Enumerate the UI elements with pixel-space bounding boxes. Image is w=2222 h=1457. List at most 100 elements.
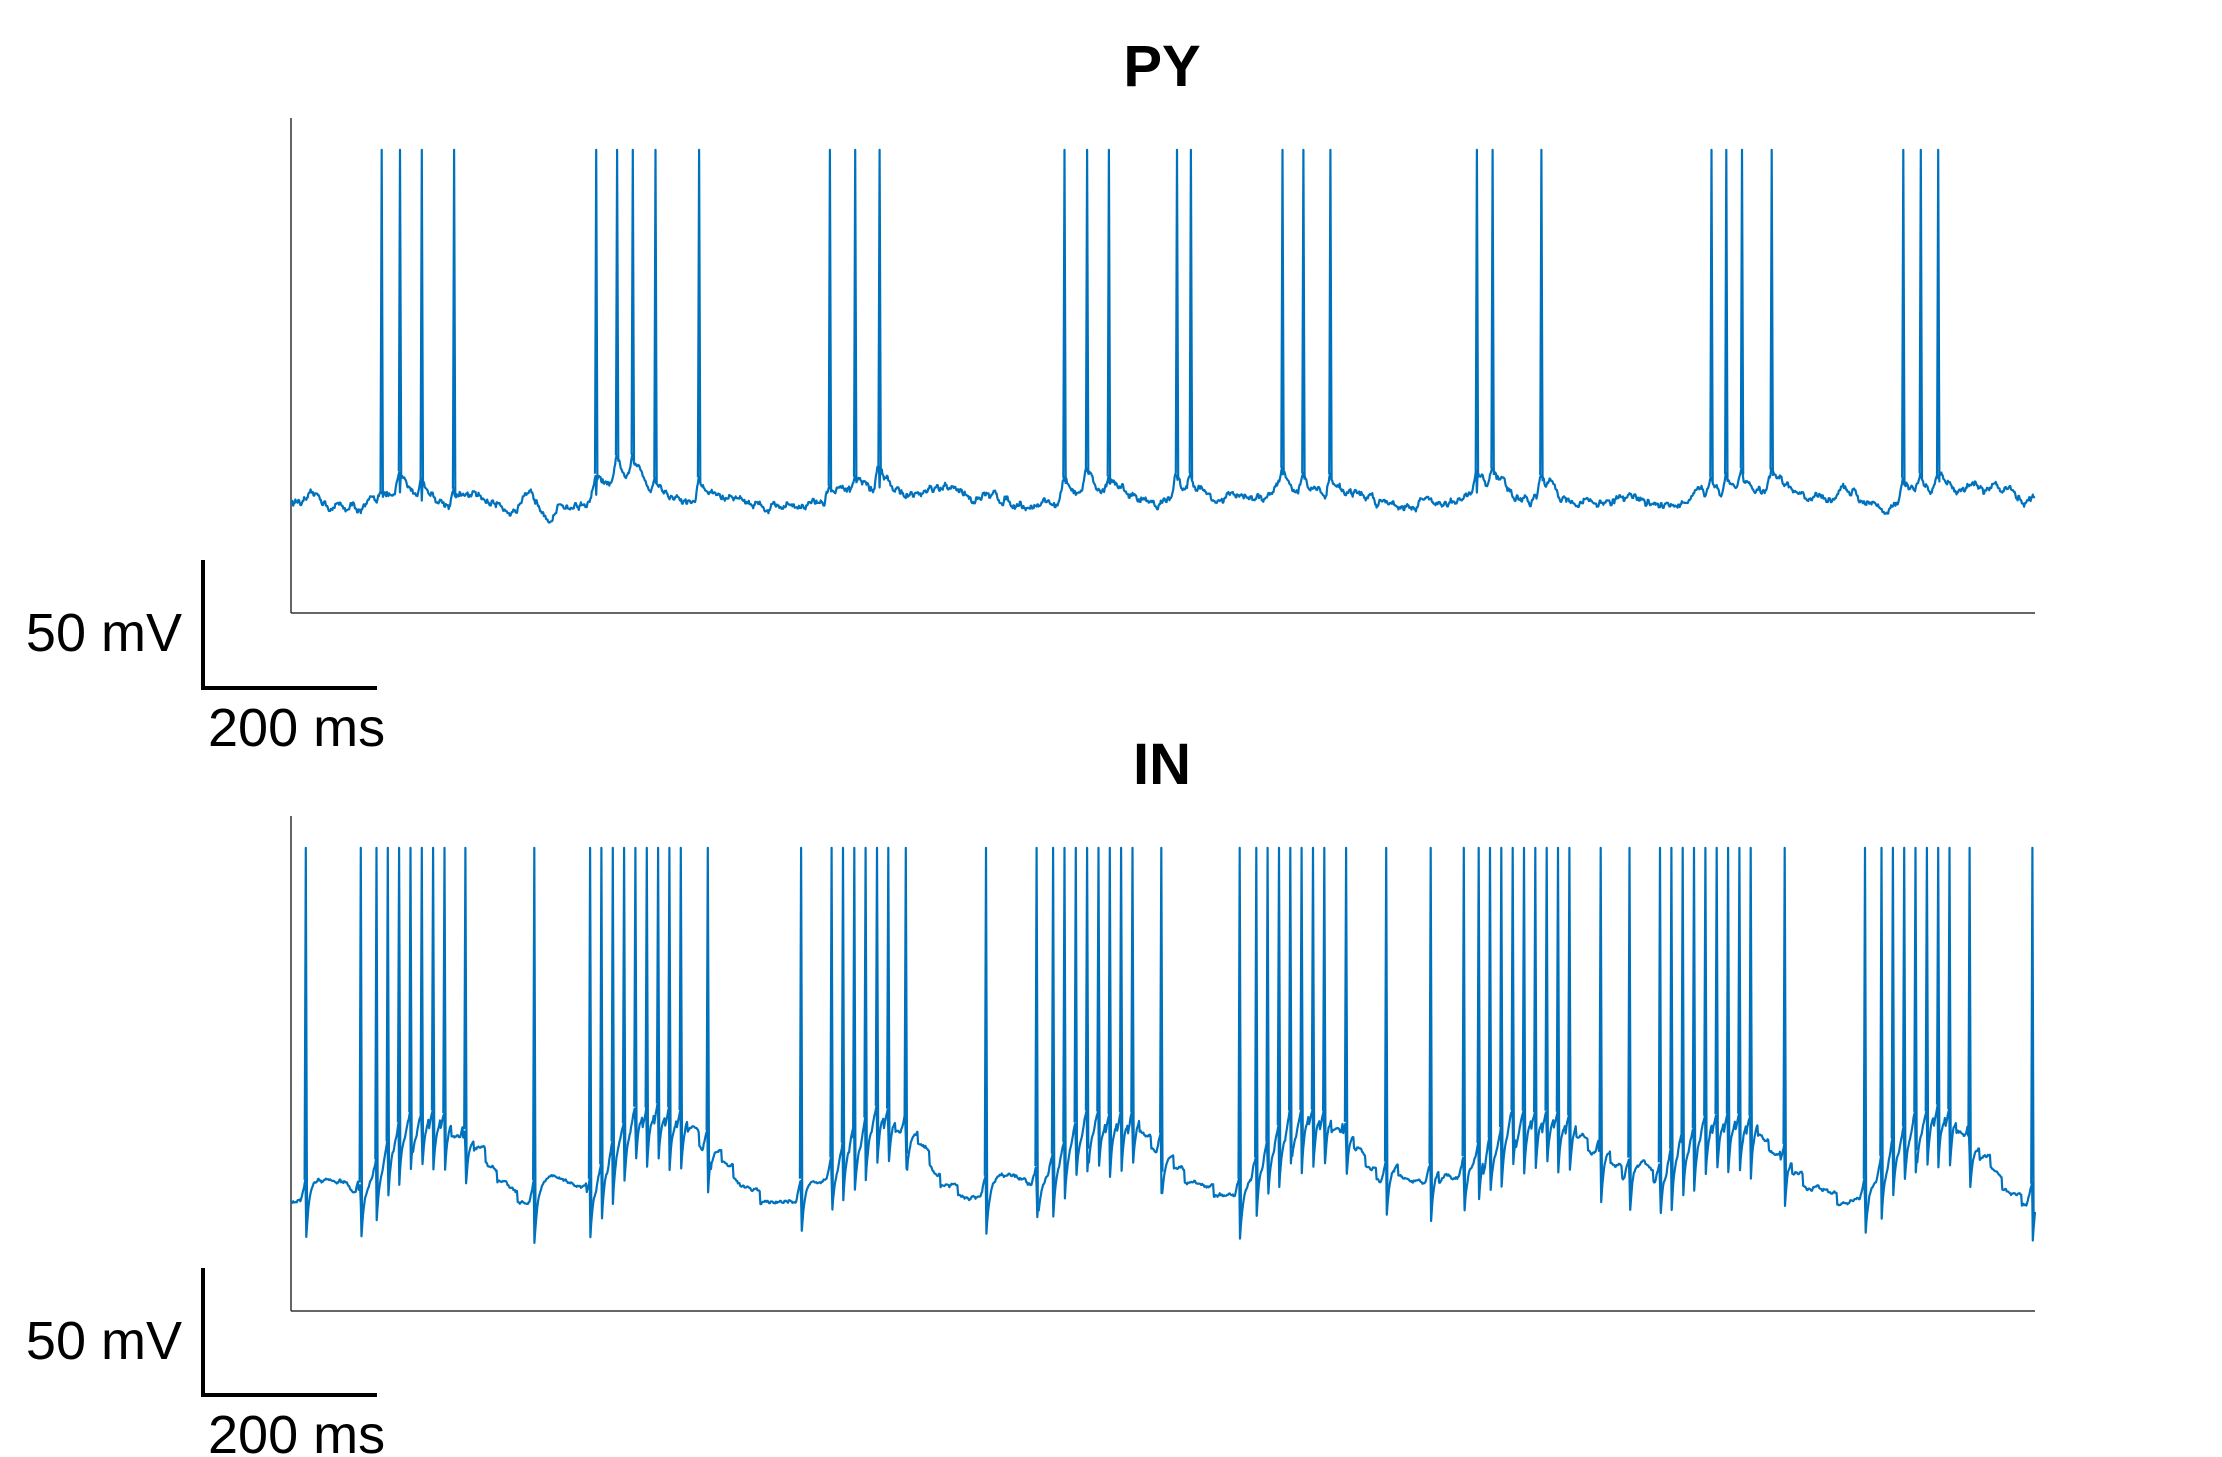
in-spike-23	[829, 846, 834, 1196]
in-spike-50	[1383, 846, 1389, 1200]
py-voltage-trace	[289, 453, 2036, 524]
in-spike-62	[1598, 846, 1603, 1184]
in-spike-52	[1461, 846, 1467, 1195]
in-spike-14	[610, 846, 616, 1180]
in-spike-marks	[303, 846, 2035, 1222]
in-spike-69	[1714, 846, 1719, 1153]
in-spike-63	[1627, 846, 1632, 1196]
in-spike-2	[358, 846, 364, 1221]
py-spike-15	[1106, 148, 1112, 483]
in-spike-35	[1084, 846, 1090, 1149]
in-spike-47	[1310, 846, 1316, 1148]
in-spike-17	[644, 846, 650, 1146]
in-spike-57	[1521, 846, 1527, 1149]
in-voltage-trace	[289, 1101, 2037, 1244]
in-spike-39	[1130, 846, 1135, 1151]
in-spike-66	[1680, 846, 1685, 1179]
py-spike-11	[852, 148, 858, 484]
py-spike-21	[1474, 148, 1480, 478]
in-spike-58	[1533, 846, 1538, 1151]
in-spike-81	[1947, 846, 1952, 1148]
in-spike-78	[1913, 846, 1918, 1151]
py-spike-23	[1539, 148, 1544, 482]
py-spike-22	[1490, 148, 1495, 475]
in-spike-68	[1703, 846, 1708, 1155]
py-spike-2	[397, 148, 403, 478]
py-time-scale-label: 200 ms	[208, 698, 385, 758]
in-spike-18	[655, 846, 661, 1142]
in-spike-49	[1343, 846, 1349, 1161]
in-spike-73	[1782, 846, 1787, 1183]
py-voltage-scale-label: 50 mV	[26, 603, 182, 663]
in-spike-19	[667, 846, 672, 1146]
py-spike-12	[877, 148, 882, 473]
in-spike-40	[1159, 846, 1164, 1172]
in-spike-76	[1890, 846, 1896, 1177]
in-spike-46	[1299, 846, 1304, 1149]
py-spike-25	[1724, 148, 1729, 481]
in-panel: IN 50 mV 200 ms	[26, 732, 2037, 1457]
py-spike-17	[1188, 148, 1194, 480]
py-spike-10	[827, 148, 833, 493]
py-spike-29	[1918, 148, 1924, 480]
in-spike-59	[1544, 846, 1549, 1150]
in-spike-34	[1073, 846, 1079, 1161]
py-spike-24	[1709, 148, 1714, 484]
in-spike-32	[1050, 846, 1056, 1193]
py-panel: PY 50 mV 200 ms	[26, 34, 2036, 758]
in-spike-80	[1935, 846, 1941, 1143]
in-spike-9	[442, 846, 447, 1152]
in-spike-26	[863, 846, 868, 1156]
py-spike-16	[1174, 148, 1180, 480]
in-spike-70	[1725, 846, 1731, 1153]
in-spike-24	[840, 846, 846, 1181]
py-spike-20	[1328, 148, 1333, 481]
in-spike-33	[1062, 846, 1067, 1181]
in-spike-61	[1567, 846, 1572, 1154]
py-spike-14	[1084, 148, 1090, 475]
in-spike-20	[678, 846, 684, 1149]
in-spike-56	[1510, 846, 1515, 1149]
py-spike-1	[379, 148, 384, 498]
in-time-scale-label: 200 ms	[208, 1405, 385, 1457]
in-spike-10	[463, 846, 468, 1168]
in-spike-67	[1691, 846, 1697, 1167]
in-spike-1	[303, 846, 309, 1219]
in-spike-74	[1862, 846, 1868, 1218]
in-spike-75	[1879, 846, 1884, 1195]
in-spike-36	[1096, 846, 1101, 1150]
in-spike-15	[621, 846, 627, 1162]
in-spike-55	[1499, 846, 1504, 1166]
in-panel-title: IN	[1133, 732, 1191, 797]
in-spike-51	[1428, 846, 1433, 1202]
py-spike-3	[419, 148, 425, 486]
in-spike-31	[1034, 846, 1039, 1205]
in-spike-38	[1118, 846, 1124, 1151]
in-spike-5	[396, 846, 402, 1161]
in-spike-77	[1901, 846, 1907, 1165]
in-spike-45	[1288, 846, 1293, 1149]
py-spike-27	[1769, 148, 1774, 476]
in-spike-54	[1487, 846, 1493, 1177]
in-spike-82	[1967, 846, 1972, 1171]
in-spike-42	[1254, 846, 1259, 1196]
in-spike-22	[798, 846, 804, 1218]
py-spike-19	[1301, 148, 1306, 480]
in-spike-11	[532, 846, 537, 1219]
in-spike-71	[1737, 846, 1742, 1153]
in-spike-29	[903, 846, 909, 1154]
py-spike-6	[614, 148, 620, 462]
in-spike-4	[385, 846, 391, 1180]
py-spike-7	[630, 148, 636, 462]
py-spike-13	[1062, 148, 1067, 485]
py-panel-title: PY	[1123, 34, 1200, 99]
in-spike-72	[1748, 846, 1753, 1155]
in-spike-3	[374, 846, 379, 1198]
in-spike-43	[1265, 846, 1270, 1180]
py-spike-4	[451, 148, 457, 496]
in-spike-64	[1657, 846, 1663, 1201]
in-spike-21	[705, 846, 711, 1169]
in-spike-44	[1276, 846, 1282, 1164]
in-spike-30	[983, 846, 989, 1214]
in-spike-16	[633, 846, 638, 1146]
